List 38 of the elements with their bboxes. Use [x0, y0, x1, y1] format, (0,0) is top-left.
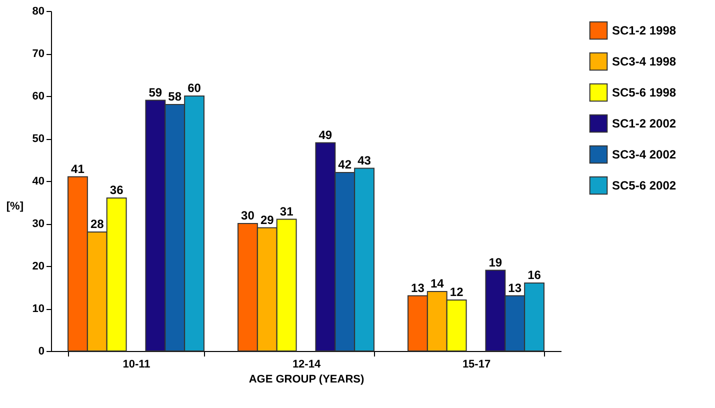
legend-label: SC1-2 1998 [612, 24, 676, 38]
x-axis-title: AGE GROUP (YEARS) [248, 374, 364, 386]
x-tick-label: 12-14 [292, 358, 322, 370]
x-tick-label: 10-11 [122, 358, 150, 370]
y-tick-label: 50 [32, 133, 44, 145]
y-tick-label: 30 [32, 218, 44, 230]
data-label: 59 [148, 85, 162, 100]
legend-label: SC5-6 1998 [612, 86, 676, 100]
data-label: 60 [188, 81, 202, 95]
legend-label: SC3-4 2002 [612, 148, 676, 162]
y-tick-label: 40 [32, 176, 44, 188]
data-label: 14 [430, 276, 444, 290]
data-label: 31 [280, 204, 294, 218]
data-label: 12 [450, 285, 464, 299]
data-label: 42 [338, 158, 352, 172]
data-label: 19 [488, 255, 502, 270]
y-tick-label: 20 [32, 260, 44, 272]
data-label: 13 [508, 280, 522, 295]
data-label: 49 [318, 128, 332, 142]
data-label: 36 [110, 183, 124, 197]
data-label: 13 [411, 280, 425, 295]
y-tick-label: 60 [32, 90, 44, 102]
y-tick-label: 0 [38, 346, 44, 358]
data-label: 58 [168, 90, 182, 104]
legend-label: SC5-6 2002 [612, 178, 676, 192]
y-tick-label: 10 [32, 303, 44, 315]
x-tick-label: 15-17 [462, 358, 491, 370]
legend-label: SC1-2 2002 [612, 116, 676, 130]
data-label: 28 [90, 217, 104, 231]
data-label: 30 [241, 208, 255, 222]
y-tick-label: 80 [32, 6, 44, 18]
data-label: 43 [358, 153, 372, 168]
data-label: 29 [260, 212, 274, 227]
data-label: 16 [528, 268, 542, 282]
legend-label: SC3-4 1998 [612, 54, 676, 68]
y-tick-label: 70 [32, 48, 44, 60]
y-axis-title: [%] [6, 200, 24, 212]
data-label: 41 [71, 162, 85, 176]
